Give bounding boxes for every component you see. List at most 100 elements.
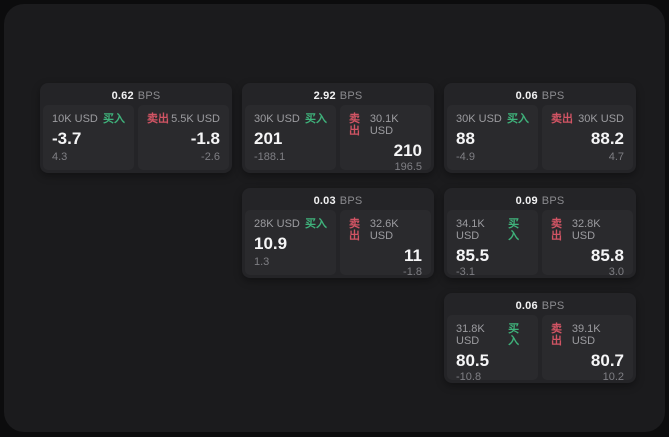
buy-amount: 31.8K USD [456,323,485,347]
buy-change: -188.1 [254,151,286,163]
sell-panel-top: 卖出 5.5K USD [147,113,220,125]
buy-amount: 34.1K USD [456,218,485,242]
buy-side-label: 买入 [305,113,327,125]
card-header: 0.03 BPS [245,191,431,210]
buy-change: 4.3 [52,151,68,163]
sell-panel[interactable]: 卖出 32.6K USD 11 -1.8 [340,210,431,278]
buy-sell-panels: 31.8K USD 买入 80.5 -10.8 卖出 39.1K USD 80.… [447,315,633,383]
bps-value: 0.03 [313,194,336,207]
sell-panel-top: 卖出 30.1K USD [349,113,422,137]
bps-value: 0.09 [515,194,538,207]
buy-price: 201 [254,129,283,148]
buy-sell-panels: 28K USD 买入 10.9 1.3 卖出 32.6K USD 11 -1.8 [245,210,431,278]
buy-panel-top: 30K USD 买入 [254,113,327,125]
card-header: 0.06 BPS [447,86,633,105]
sell-side-label: 卖出 [349,218,360,242]
sell-amount: 30K USD [578,113,624,125]
bps-unit-label: BPS [541,194,565,207]
buy-price: 80.5 [456,351,490,370]
buy-panel-top: 28K USD 买入 [254,218,327,230]
sell-side-label: 卖出 [551,113,573,125]
bps-unit-label: BPS [339,194,363,207]
sell-side-label: 卖出 [551,218,562,242]
bps-value: 0.62 [111,89,134,102]
buy-price: 85.5 [456,246,490,265]
quote-card: 0.62 BPS 10K USD 买入 -3.7 4.3 卖出 5.5K USD… [40,83,232,173]
buy-amount: 28K USD [254,218,300,230]
buy-panel-top: 10K USD 买入 [52,113,125,125]
cards-grid: 0.62 BPS 10K USD 买入 -3.7 4.3 卖出 5.5K USD… [40,83,636,383]
sell-panel[interactable]: 卖出 30K USD 88.2 4.7 [542,105,633,170]
bps-value: 0.06 [515,89,538,102]
sell-side-label: 卖出 [147,113,169,125]
sell-price: 88.2 [590,129,624,148]
bps-unit-label: BPS [137,89,161,102]
buy-panel-top: 30K USD 买入 [456,113,529,125]
buy-panel-top: 31.8K USD 买入 [456,323,529,347]
bps-unit-label: BPS [541,89,565,102]
buy-panel[interactable]: 34.1K USD 买入 85.5 -3.1 [447,210,538,278]
sell-change: -2.6 [201,151,220,163]
buy-amount: 30K USD [456,113,502,125]
buy-price: 10.9 [254,234,288,253]
sell-amount: 32.6K USD [369,218,399,242]
buy-panel[interactable]: 31.8K USD 买入 80.5 -10.8 [447,315,538,383]
bps-value: 0.06 [515,299,538,312]
card-header: 0.62 BPS [43,86,229,105]
bps-value: 2.92 [313,89,336,102]
card-header: 0.06 BPS [447,296,633,315]
sell-panel-top: 卖出 32.8K USD [551,218,624,242]
sell-side-label: 卖出 [349,113,360,137]
sell-panel-top: 卖出 32.6K USD [349,218,422,242]
sell-amount: 32.8K USD [571,218,601,242]
quote-card: 0.06 BPS 31.8K USD 买入 80.5 -10.8 卖出 39.1… [444,293,636,383]
card-header: 0.09 BPS [447,191,633,210]
quote-card: 2.92 BPS 30K USD 买入 201 -188.1 卖出 30.1K … [242,83,434,173]
sell-amount: 39.1K USD [571,323,601,347]
quote-card: 0.06 BPS 30K USD 买入 88 -4.9 卖出 30K USD 8… [444,83,636,173]
sell-panel[interactable]: 卖出 39.1K USD 80.7 10.2 [542,315,633,383]
buy-side-label: 买入 [507,113,529,125]
buy-side-label: 买入 [305,218,327,230]
buy-panel[interactable]: 30K USD 买入 201 -188.1 [245,105,336,170]
buy-panel[interactable]: 28K USD 买入 10.9 1.3 [245,210,336,275]
sell-amount: 30.1K USD [369,113,399,137]
buy-sell-panels: 10K USD 买入 -3.7 4.3 卖出 5.5K USD -1.8 -2.… [43,105,229,170]
bps-unit-label: BPS [541,299,565,312]
sell-change: 4.7 [608,151,624,163]
sell-change: 196.5 [394,161,422,173]
buy-price: 88 [456,129,475,148]
bps-unit-label: BPS [339,89,363,102]
sell-price: 85.8 [590,246,624,265]
quote-card: 0.03 BPS 28K USD 买入 10.9 1.3 卖出 32.6K US… [242,188,434,278]
buy-panel[interactable]: 30K USD 买入 88 -4.9 [447,105,538,170]
buy-side-label: 买入 [508,323,520,347]
buy-price: -3.7 [52,129,82,148]
sell-panel-top: 卖出 30K USD [551,113,624,125]
sell-price: 80.7 [590,351,624,370]
buy-sell-panels: 30K USD 买入 88 -4.9 卖出 30K USD 88.2 4.7 [447,105,633,170]
buy-change: -4.9 [456,151,475,163]
sell-panel-top: 卖出 39.1K USD [551,323,624,347]
sell-panel[interactable]: 卖出 5.5K USD -1.8 -2.6 [138,105,229,170]
buy-change: -3.1 [456,266,475,278]
buy-panel-top: 34.1K USD 买入 [456,218,529,242]
buy-side-label: 买入 [103,113,125,125]
buy-sell-panels: 34.1K USD 买入 85.5 -3.1 卖出 32.8K USD 85.8… [447,210,633,278]
sell-price: 210 [393,141,422,160]
sell-panel[interactable]: 卖出 32.8K USD 85.8 3.0 [542,210,633,278]
buy-amount: 30K USD [254,113,300,125]
sell-change: 3.0 [608,266,624,278]
sell-price: -1.8 [190,129,220,148]
sell-amount: 5.5K USD [171,113,220,125]
buy-sell-panels: 30K USD 买入 201 -188.1 卖出 30.1K USD 210 1… [245,105,431,173]
buy-change: -10.8 [456,371,482,383]
sell-side-label: 卖出 [551,323,562,347]
buy-panel[interactable]: 10K USD 买入 -3.7 4.3 [43,105,134,170]
quote-card: 0.09 BPS 34.1K USD 买入 85.5 -3.1 卖出 32.8K… [444,188,636,278]
sell-change: -1.8 [403,266,422,278]
app-window: 0.62 BPS 10K USD 买入 -3.7 4.3 卖出 5.5K USD… [4,4,665,432]
card-header: 2.92 BPS [245,86,431,105]
sell-panel[interactable]: 卖出 30.1K USD 210 196.5 [340,105,431,173]
buy-side-label: 买入 [508,218,520,242]
